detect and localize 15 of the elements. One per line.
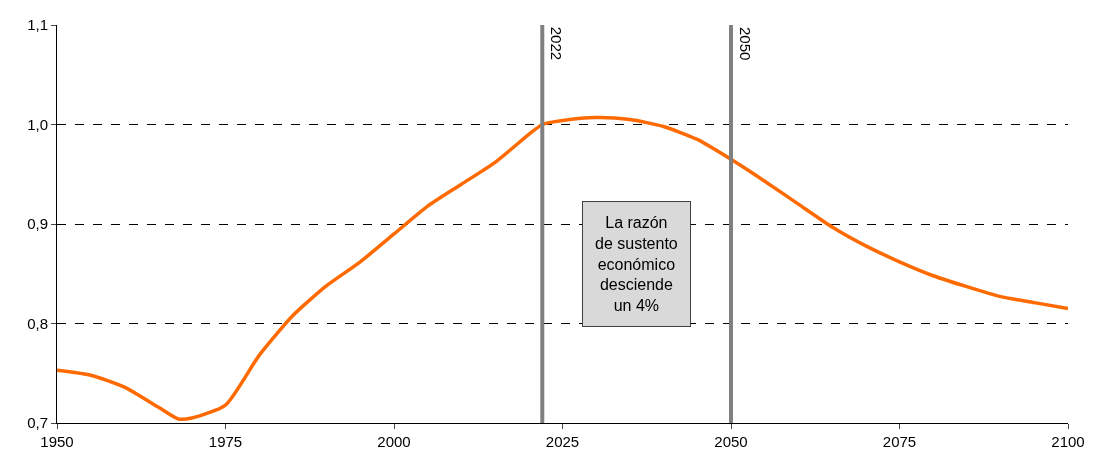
x-tick-label: 2050 [714,433,748,450]
annotation: La razón de sustento económico desciende un 4% [595,214,678,315]
y-tick-label: 0,8 [27,314,48,332]
x-tick-label: 2075 [882,433,917,450]
x-tick-label: 1950 [40,433,74,450]
ref-line-label: 2050 [737,27,754,61]
x-tick-label: 1975 [208,433,243,450]
x-tick-label: 2000 [377,433,411,450]
ref-line-label: 2022 [548,26,566,61]
y-tick-label: 0,7 [27,414,48,432]
x-tick-label: 2025 [545,433,580,450]
y-tick-label: 1,0 [27,115,48,133]
x-tick-label: 2100 [1051,433,1085,450]
y-tick-label: 0,9 [27,215,48,233]
y-tick-label: 1,1 [27,16,48,34]
